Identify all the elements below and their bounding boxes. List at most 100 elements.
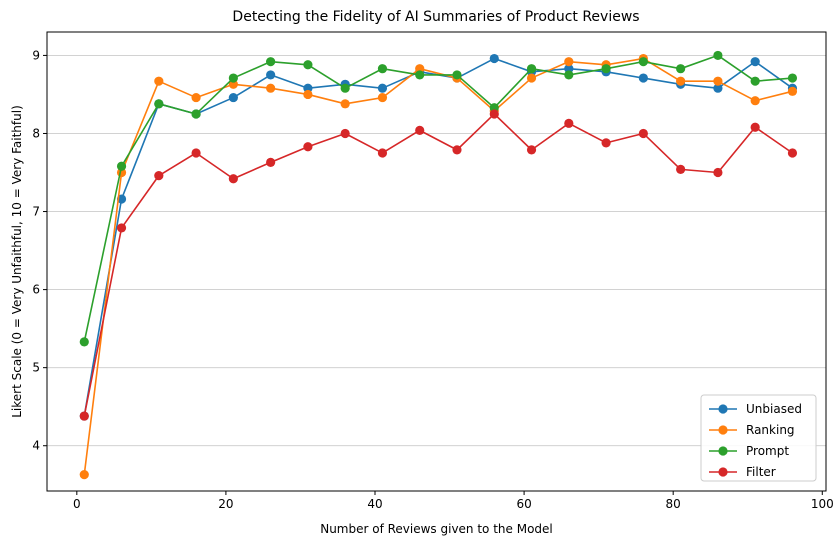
legend: Unbiased Ranking Prompt Filter [700, 394, 817, 482]
legend-item: Prompt [709, 444, 789, 458]
legend-label: Ranking [746, 423, 795, 437]
legend-label: Prompt [746, 444, 789, 458]
data-point [377, 92, 388, 103]
data-point [750, 96, 760, 106]
data-point [340, 99, 350, 109]
y-tick-label: 4 [32, 439, 40, 453]
data-point [228, 174, 238, 184]
x-tick-label: 100 [811, 497, 834, 511]
legend-box [700, 394, 817, 482]
x-tick-label: 80 [666, 497, 681, 511]
data-point [377, 148, 388, 158]
data-point [116, 223, 127, 233]
data-point [750, 57, 760, 67]
series-filter [79, 109, 798, 421]
data-point [787, 86, 798, 96]
data-point [415, 70, 425, 80]
data-point [415, 125, 425, 135]
y-tick-label: 5 [32, 361, 40, 375]
data-point [564, 57, 574, 67]
data-point [713, 76, 723, 86]
y-tick-label: 8 [32, 126, 40, 140]
data-point [526, 64, 537, 74]
data-point [377, 83, 388, 93]
series-ranking [79, 53, 798, 480]
series-prompt [79, 50, 798, 347]
axis-ticks: 4 5 6 7 8 9 0 20 40 60 80 100 [32, 48, 833, 511]
data-point [676, 76, 686, 86]
data-point [79, 411, 89, 421]
data-point [340, 83, 350, 93]
legend-item: Ranking [709, 423, 795, 437]
data-point [191, 92, 201, 103]
data-point [713, 50, 723, 61]
data-point [452, 145, 462, 155]
data-point [228, 73, 238, 83]
data-point [713, 167, 723, 178]
series-line [83, 113, 793, 417]
data-point [266, 57, 276, 67]
data-point [787, 73, 798, 83]
plot-area-frame [46, 31, 827, 492]
data-point [191, 148, 201, 158]
series-layer [79, 50, 798, 480]
data-point [601, 138, 611, 148]
data-point [154, 76, 164, 86]
legend-marker [718, 446, 728, 456]
series-unbiased [79, 53, 798, 421]
data-point [303, 142, 313, 152]
data-point [452, 70, 462, 80]
legend-label: Filter [746, 465, 776, 479]
legend-marker [718, 425, 728, 435]
x-tick-label: 20 [218, 497, 233, 511]
data-point [526, 73, 537, 83]
x-tick-label: 60 [516, 497, 531, 511]
data-point [638, 128, 648, 139]
x-axis-label: Number of Reviews given to the Model [320, 522, 553, 536]
y-tick-label: 9 [32, 48, 40, 62]
data-point [154, 99, 164, 109]
data-point [489, 109, 499, 119]
data-point [303, 60, 313, 70]
x-tick-label: 0 [73, 497, 81, 511]
y-tick-label: 7 [32, 205, 40, 219]
series-line [83, 54, 793, 343]
data-point [377, 64, 388, 74]
data-point [191, 109, 201, 119]
data-point [787, 148, 798, 158]
data-point [154, 171, 164, 181]
data-point [228, 92, 238, 103]
data-point [266, 70, 276, 80]
data-point [266, 83, 276, 93]
legend-marker [718, 467, 728, 477]
data-point [79, 470, 89, 480]
series-line [83, 57, 793, 475]
data-point [564, 70, 574, 80]
data-point [79, 337, 89, 347]
data-point [638, 57, 648, 67]
y-axis-label: Likert Scale (0 = Very Unfaithful, 10 = … [10, 105, 24, 418]
legend-item: Filter [709, 465, 776, 479]
data-point [266, 157, 276, 167]
data-point [489, 53, 499, 64]
data-point [526, 145, 537, 155]
y-tick-label: 6 [32, 283, 40, 297]
x-tick-label: 40 [367, 497, 382, 511]
legend-label: Unbiased [746, 402, 802, 416]
data-point [303, 89, 313, 100]
chart-title: Detecting the Fidelity of AI Summaries o… [232, 9, 639, 25]
legend-marker [718, 404, 728, 414]
data-point [750, 76, 760, 86]
data-point [601, 64, 611, 74]
data-point [713, 83, 723, 93]
data-point [676, 164, 686, 174]
gridlines [47, 54, 826, 447]
data-point [676, 64, 686, 74]
data-point [750, 122, 760, 132]
data-point [116, 161, 127, 171]
data-point [564, 118, 574, 128]
data-point [638, 73, 648, 83]
data-point [340, 128, 350, 139]
legend-item: Unbiased [709, 402, 802, 416]
